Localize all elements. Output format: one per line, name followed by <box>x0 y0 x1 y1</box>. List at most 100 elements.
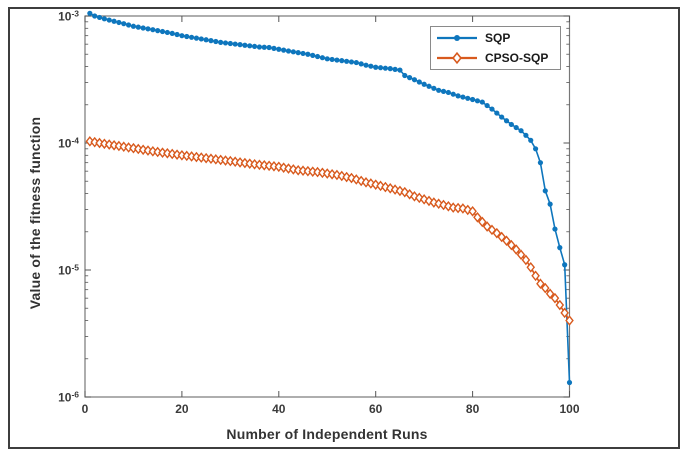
diamond-marker <box>444 200 453 212</box>
diamond-marker <box>347 172 356 184</box>
series-cpso-sqp <box>85 136 574 326</box>
circle-marker <box>324 56 330 62</box>
circle-marker <box>470 96 476 103</box>
circle-marker <box>232 41 238 47</box>
circle-marker <box>455 93 461 99</box>
diamond-marker <box>419 194 429 205</box>
circle-marker <box>532 146 539 152</box>
circle-marker <box>503 118 510 124</box>
circle-marker <box>218 39 224 45</box>
y-tick-label: 10-3 <box>58 8 79 24</box>
legend-label-sqp: SQP <box>485 31 511 46</box>
circle-marker <box>411 77 418 83</box>
circle-marker <box>460 94 466 100</box>
circle-marker <box>489 106 495 112</box>
circle-marker <box>266 44 272 51</box>
circle-marker <box>542 188 548 194</box>
circle-marker <box>130 23 137 29</box>
circle-marker <box>358 61 364 67</box>
circle-marker <box>237 42 243 48</box>
circle-marker <box>334 57 340 63</box>
sqp-line-marker-icon <box>437 35 477 42</box>
diamond-marker <box>119 141 129 153</box>
diamond-marker <box>352 174 361 185</box>
circle-marker <box>314 53 321 60</box>
circle-marker <box>523 132 529 138</box>
circle-marker <box>377 65 384 71</box>
circle-marker <box>116 19 122 26</box>
x-tick-label: 100 <box>559 402 580 416</box>
circle-marker <box>256 44 263 50</box>
circle-marker <box>339 58 345 64</box>
circle-marker <box>445 89 451 96</box>
diamond-marker <box>487 224 497 236</box>
circle-marker <box>198 36 204 42</box>
circle-marker <box>518 128 524 134</box>
x-tick-label: 20 <box>175 402 189 416</box>
figure-border <box>8 7 680 449</box>
circle-marker <box>387 66 393 72</box>
circle-marker <box>290 49 296 55</box>
y-axis-label: Value of the fitness function <box>27 116 43 310</box>
circle-marker <box>213 38 219 45</box>
circle-marker <box>174 31 180 38</box>
circle-marker <box>159 28 166 35</box>
diamond-marker <box>473 211 482 223</box>
diamond-marker <box>521 254 531 266</box>
y-tick-label: 10-5 <box>58 262 79 278</box>
circle-marker <box>208 38 214 44</box>
diamond-marker <box>371 179 381 190</box>
x-tick-label: 80 <box>465 402 480 416</box>
circle-marker <box>450 91 456 97</box>
circle-marker <box>547 201 553 207</box>
diamond-marker <box>109 139 119 151</box>
circle-marker <box>203 37 209 43</box>
x-axis-label: Number of Independent Runs <box>226 426 428 442</box>
circle-marker <box>305 51 311 57</box>
diamond-marker <box>129 142 138 154</box>
circle-marker <box>285 48 292 54</box>
circle-marker <box>557 245 563 251</box>
legend-label-cpso-sqp: CPSO-SQP <box>485 50 549 65</box>
diamond-marker <box>536 278 545 290</box>
diamond-marker <box>550 292 560 304</box>
diamond-marker <box>342 171 351 183</box>
x-tick-label: 60 <box>369 402 383 416</box>
diamond-marker <box>463 204 473 216</box>
circle-marker <box>508 121 514 128</box>
diamond-marker <box>531 270 540 282</box>
diamond-marker <box>507 239 516 251</box>
circle-marker <box>126 22 132 28</box>
circle-marker <box>276 46 282 52</box>
circle-marker <box>407 75 413 81</box>
circle-marker <box>155 28 161 34</box>
circle-marker <box>87 10 93 16</box>
circle-marker <box>169 30 175 36</box>
circle-marker <box>513 124 519 131</box>
cpso-sqp-line-marker-icon <box>437 51 477 64</box>
circle-marker <box>300 50 306 57</box>
circle-marker <box>484 102 490 109</box>
y-tick-label: 10-6 <box>58 389 79 405</box>
diamond-marker <box>424 195 434 207</box>
diamond-marker <box>452 51 462 64</box>
diamond-marker <box>439 199 448 211</box>
circle-marker <box>111 18 117 24</box>
legend: SQP CPSO-SQP <box>430 26 561 70</box>
circle-marker <box>261 44 267 50</box>
axes-box <box>84 15 571 398</box>
circle-marker <box>188 34 195 40</box>
circle-marker <box>499 114 505 120</box>
diamond-marker <box>492 227 502 239</box>
diamond-marker <box>390 184 400 195</box>
circle-marker <box>135 24 141 30</box>
diamond-marker <box>497 231 506 243</box>
circle-marker <box>227 40 233 47</box>
diamond-marker <box>511 244 521 255</box>
circle-marker <box>150 27 156 33</box>
circle-marker <box>96 14 103 21</box>
diamond-marker <box>526 261 536 273</box>
diamond-marker <box>545 288 555 300</box>
circle-marker <box>416 79 422 85</box>
